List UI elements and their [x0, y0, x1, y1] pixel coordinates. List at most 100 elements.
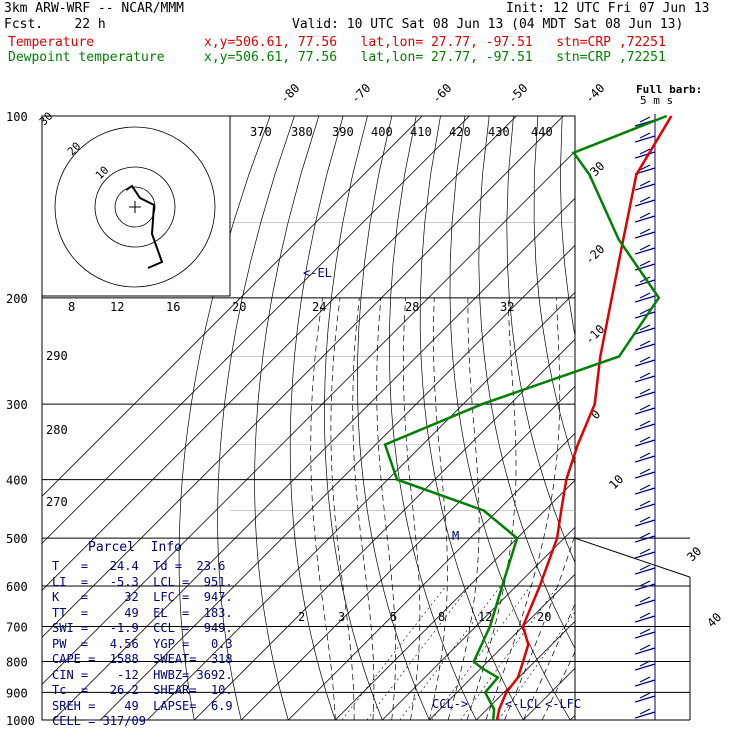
parcel-info-row: K = 32 LFC = 947.	[52, 590, 233, 604]
moist-adiabat	[541, 651, 575, 720]
kts-scale-label: 12	[110, 300, 124, 314]
wind-barb	[634, 148, 656, 159]
moist-adiabat	[447, 297, 480, 720]
temperature-legend: Temperature	[8, 35, 95, 50]
pressure-label: 600	[6, 580, 28, 594]
pressure-label: 400	[6, 474, 28, 488]
wind-barb	[634, 548, 656, 559]
wind-barb	[634, 660, 656, 671]
isotherm-label: -40	[582, 81, 607, 106]
isotherm-label: -60	[429, 81, 454, 106]
wind-barb	[634, 676, 656, 687]
dry-adiabat	[684, 116, 740, 720]
wind-barb	[634, 388, 656, 399]
mixing-ratio-label: 3	[338, 610, 345, 624]
isotherm-line	[100, 244, 575, 720]
dry-adiabat	[419, 116, 524, 720]
dry-adiabat	[506, 116, 575, 564]
isotherm-line	[382, 526, 575, 720]
hodograph-ring	[114, 186, 156, 228]
wind-barb	[634, 196, 656, 207]
wind-barb	[634, 132, 656, 143]
isotherm-line	[429, 573, 575, 720]
moist-adiabat	[485, 297, 561, 720]
mixing-ratio-label: 8	[438, 610, 445, 624]
moist-adiabat	[504, 533, 575, 720]
hodograph-trace	[125, 184, 164, 269]
wind-barb	[634, 516, 656, 527]
theta-e-label: 370	[250, 125, 272, 139]
barb-legend-unit: 5 m s	[640, 94, 673, 107]
lcl-marker: <-LCL	[505, 697, 541, 711]
isotherm-label: -80	[277, 81, 302, 106]
hodograph-ring	[94, 166, 176, 248]
hodograph-ring	[54, 126, 216, 288]
theta-e-label: 390	[332, 125, 354, 139]
wind-barb	[634, 372, 656, 383]
barb-legend-title: Full barb:	[636, 83, 702, 96]
parcel-info-row: SREH = 49 LAPSE= 6.9	[52, 698, 233, 713]
lfc-marker: <-LFC	[545, 697, 581, 711]
parcel-info-row: TT = 49 EL = 183.	[52, 605, 233, 620]
isotherm-line	[53, 197, 575, 720]
skewt-gridlines	[42, 116, 740, 720]
moist-adiabat	[376, 297, 396, 720]
valid-time: Valid: 10 UTC Sat 08 Jun 13 (04 MDT Sat …	[292, 17, 684, 32]
theta-e-label: 440	[531, 125, 553, 139]
dewpoint-station-info: x,y=506.61, 77.56 lat,lon= 27.77, -97.51…	[204, 50, 666, 65]
hodograph-frame	[41, 115, 231, 297]
moist-adiabat	[402, 297, 421, 720]
pressure-label: 200	[6, 292, 28, 306]
dewpoint-legend: Dewpoint temperature	[8, 50, 165, 65]
moist-adiabat	[428, 297, 448, 720]
wind-barb	[634, 580, 656, 591]
parcel-info-row: CIN = -12 HWBZ= 3692.	[52, 667, 233, 682]
wind-barb	[634, 452, 656, 463]
dry-adiabat	[586, 116, 740, 720]
pressure-label: 1000	[6, 714, 35, 728]
wind-barb	[634, 212, 656, 223]
init-time: Init: 12 UTC Fri 07 Jun 13	[506, 1, 710, 16]
theta-e-label: 400	[371, 125, 393, 139]
isotherm-label: 10	[606, 472, 626, 492]
pressure-label: 900	[6, 686, 28, 700]
moist-adiabat	[310, 297, 336, 720]
pressure-label: 700	[6, 620, 28, 634]
pressure-label: 300	[6, 398, 28, 412]
isotherm-line	[42, 116, 423, 497]
parcel-info-row: Tc = 26.2 SHEAR= 10.	[52, 683, 233, 697]
kts-scale-label: 24	[312, 300, 326, 314]
wind-barb	[634, 692, 656, 703]
parcel-info-title: Parcel Info	[88, 540, 182, 555]
isotherm-line	[335, 479, 575, 720]
wind-barb	[634, 324, 656, 335]
kts-scale-label: 28	[405, 300, 419, 314]
dry-adiabat	[389, 116, 477, 720]
wind-barb	[634, 628, 656, 639]
parcel-info-row: LI = -5.3 LCL = 951.	[52, 574, 233, 589]
theta-e-label: 430	[488, 125, 510, 139]
isotherm-line	[288, 432, 575, 720]
theta-label: 270	[46, 495, 68, 509]
mixing-ratio-label: 12	[478, 610, 492, 624]
dry-adiabat	[254, 116, 320, 720]
theta-e-label: 380	[291, 125, 313, 139]
isotherm-label: -20	[582, 242, 607, 267]
wind-barb	[634, 404, 656, 415]
el-marker: <-EL	[303, 266, 332, 280]
isotherm-line	[147, 291, 575, 720]
temperature-profile	[495, 115, 673, 721]
pressure-label: 500	[6, 532, 28, 546]
kts-scale-label: 16	[166, 300, 180, 314]
temperature-station-info: x,y=506.61, 77.56 lat,lon= 27.77, -97.51…	[204, 35, 666, 50]
dry-adiabat	[478, 116, 575, 650]
mixing-ratio-label: 2	[298, 610, 305, 624]
parcel-info-row: T = 24.4 Td = 23.6	[52, 559, 226, 573]
kts-scale-label: 32	[500, 300, 514, 314]
wind-barb	[634, 356, 656, 367]
wind-barb	[634, 468, 656, 479]
dry-adiabat	[217, 116, 295, 720]
theta-label: 290	[46, 349, 68, 363]
m-marker: M	[452, 529, 459, 543]
